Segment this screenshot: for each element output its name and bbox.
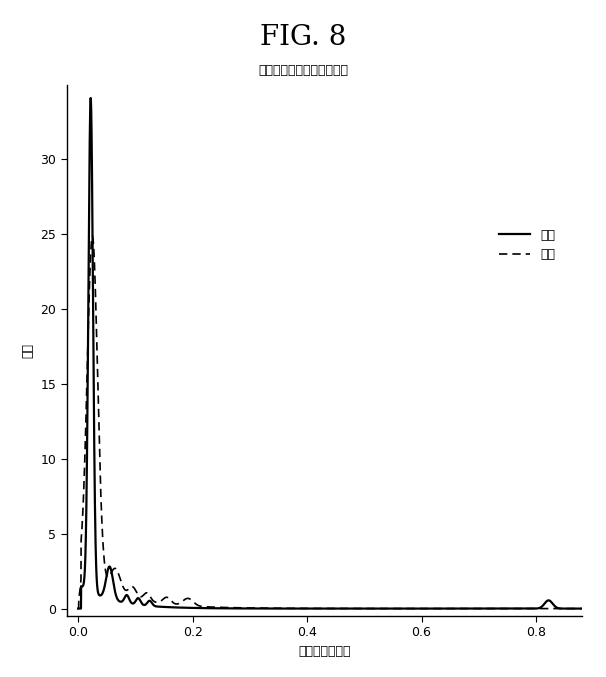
Text: 性別に基づく注視の共同性: 性別に基づく注視の共同性 (258, 64, 348, 77)
X-axis label: 注視の総共同性: 注視の総共同性 (298, 645, 350, 658)
Text: FIG. 8: FIG. 8 (260, 24, 346, 51)
Y-axis label: 密度: 密度 (22, 343, 35, 358)
Legend: 男性, 女性: 男性, 女性 (494, 223, 560, 266)
